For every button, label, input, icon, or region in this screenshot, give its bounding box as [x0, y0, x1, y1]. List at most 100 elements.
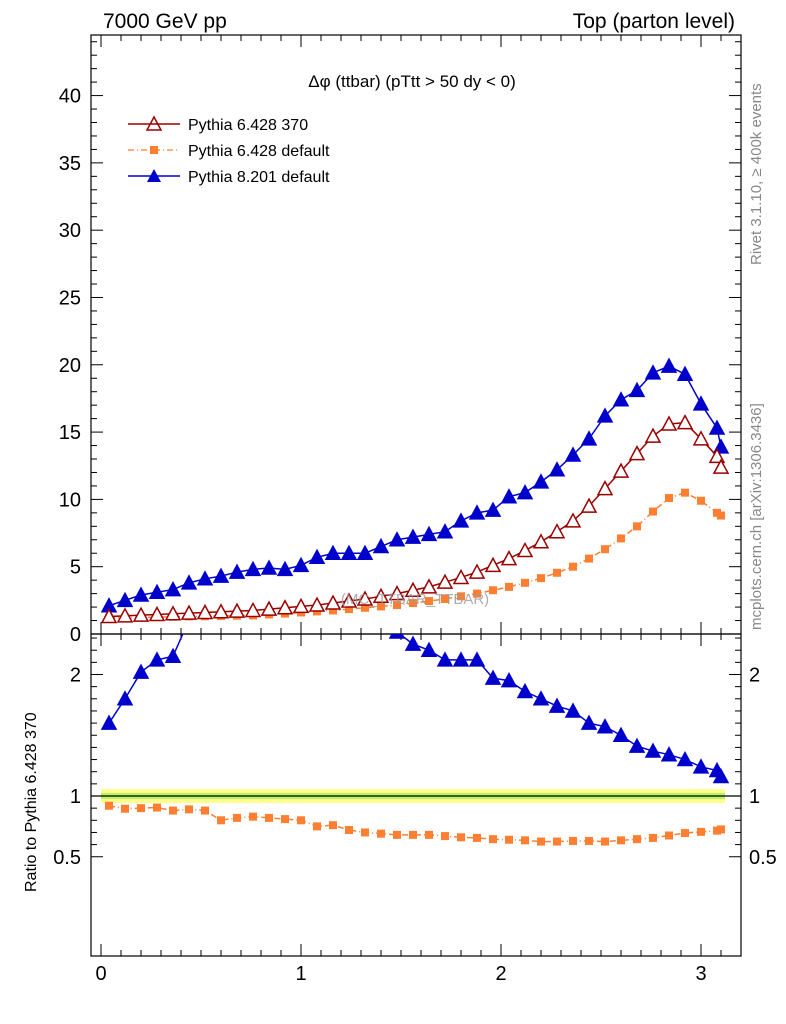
main-point-pythia-8-201-default [580, 430, 598, 446]
ratio-point-pythia-8-201-default [596, 718, 614, 734]
ratio-point-pythia-8-201-default [468, 651, 486, 667]
ratio-point-pythia-8-201-default [660, 746, 678, 762]
main-point-pythia-6-428-370 [548, 523, 566, 539]
ratio-y-label: Ratio to Pythia 6.428 370 [23, 712, 40, 892]
mcplots-label: mcplots.cern.ch [arXiv:1306.3436] [748, 403, 765, 630]
ratio-y-tick-label: 1 [70, 786, 81, 808]
energy-label: 7000 GeV pp [103, 10, 227, 33]
main-point-pythia-6-428-370 [564, 512, 582, 528]
ratio-point-pythia-6-428-default [665, 831, 673, 840]
main-point-pythia-8-201-default [708, 419, 726, 435]
main-point-pythia-6-428-370 [660, 415, 678, 431]
main-point-pythia-8-201-default [132, 586, 150, 602]
main-point-pythia-6-428-370 [628, 445, 646, 461]
main-point-pythia-6-428-370 [164, 605, 182, 621]
main-data-layer [100, 357, 730, 624]
main-point-pythia-8-201-default [164, 580, 182, 597]
x-tick-label: 3 [695, 963, 706, 985]
main-point-pythia-6-428-370 [500, 550, 518, 566]
ratio-y-tick-label-right: 0.5 [749, 847, 777, 869]
main-point-pythia-6-428-370 [452, 568, 470, 585]
main-point-pythia-6-428-370 [116, 607, 134, 623]
ratio-series-pythia-8-201-default [100, 634, 730, 784]
ratio-point-pythia-8-201-default [148, 651, 166, 667]
main-point-pythia-8-201-default [244, 560, 262, 577]
ratio-point-pythia-8-201-default [452, 651, 470, 667]
ratio-point-pythia-8-201-default [712, 767, 730, 784]
ratio-point-pythia-8-201-default [532, 690, 550, 706]
legend-entry-pythia-8201-default: Pythia 8.201 default [128, 169, 330, 186]
ratio-point-pythia-6-428-default [345, 826, 353, 835]
y-tick-label: 35 [59, 153, 81, 175]
ratio-point-pythia-6-428-default [217, 816, 225, 825]
y-tick-label: 25 [59, 287, 81, 309]
main-point-pythia-6-428-default [633, 522, 641, 531]
ratio-point-pythia-6-428-default [425, 830, 433, 839]
y-tick-label: 30 [59, 220, 81, 242]
ratio-point-pythia-6-428-default [505, 835, 513, 844]
ratio-panel: 0.5 0.5 1 1 2 2 0 1 2 3 [53, 633, 777, 985]
main-point-pythia-6-428-370 [356, 590, 374, 606]
main-line-pythia-6-428-default [108, 491, 722, 619]
main-point-pythia-6-428-370 [532, 533, 550, 549]
main-point-pythia-6-428-370 [712, 458, 730, 474]
ratio-point-pythia-6-428-default [169, 806, 177, 815]
ratio-point-pythia-6-428-default [297, 816, 305, 825]
ratio-point-pythia-6-428-default [137, 804, 145, 813]
ratio-point-pythia-8-201-default [388, 634, 406, 639]
ratio-point-pythia-6-428-default [585, 836, 593, 845]
main-point-pythia-8-201-default [116, 591, 134, 608]
ratio-point-pythia-6-428-default [201, 806, 209, 815]
main-point-pythia-6-428-default [601, 545, 609, 554]
ratio-line-pythia-6-428-default [108, 804, 722, 843]
ratio-point-pythia-8-201-default [404, 635, 422, 651]
main-point-pythia-8-201-default [660, 357, 678, 373]
main-line-pythia-6-428-370 [108, 421, 722, 618]
main-point-pythia-6-428-default [473, 589, 481, 598]
main-point-pythia-8-201-default [452, 512, 470, 528]
ratio-point-pythia-6-428-default [649, 833, 657, 842]
ratio-point-pythia-8-201-default [500, 671, 518, 688]
x-tick-label: 0 [95, 963, 106, 985]
main-point-pythia-8-201-default [516, 484, 534, 500]
ratio-point-pythia-6-428-default [393, 830, 401, 839]
main-point-pythia-8-201-default [596, 407, 614, 423]
ratio-y-tick-label: 2 [70, 665, 81, 687]
main-point-pythia-6-428-default [553, 568, 561, 577]
y-tick-label: 40 [59, 86, 81, 108]
ratio-point-pythia-8-201-default [676, 750, 694, 767]
y-tick-label: 20 [59, 355, 81, 377]
main-point-pythia-6-428-default [521, 578, 529, 587]
legend-marker-pythia-8201-default [147, 169, 161, 182]
ratio-y-tick-label-right: 1 [749, 786, 760, 808]
main-point-pythia-6-428-default [649, 507, 657, 516]
ratio-y-tick-label: 0.5 [53, 847, 81, 869]
main-point-pythia-6-428-370 [484, 556, 502, 573]
main-point-pythia-8-201-default [676, 365, 694, 381]
ratio-point-pythia-6-428-default [233, 813, 241, 822]
main-line-pythia-8-201-default [108, 365, 722, 607]
main-point-pythia-6-428-370 [612, 462, 630, 478]
main-point-pythia-6-428-370 [436, 573, 454, 589]
ratio-point-pythia-6-428-default [601, 837, 609, 846]
main-point-pythia-8-201-default [548, 461, 566, 477]
main-point-pythia-6-428-default [585, 554, 593, 563]
legend-entry-pythia-6428-370: Pythia 6.428 370 [128, 115, 308, 134]
main-point-pythia-6-428-370 [308, 596, 326, 612]
main-point-pythia-8-201-default [612, 391, 630, 407]
main-point-pythia-6-428-370 [708, 447, 726, 464]
legend-label-pythia-6428-default: Pythia 6.428 default [188, 143, 330, 160]
main-point-pythia-8-201-default [532, 473, 550, 489]
main-point-pythia-6-428-default [441, 595, 449, 604]
ratio-point-pythia-8-201-default [484, 669, 502, 685]
ratio-line-pythia-8-201-default [108, 634, 722, 777]
main-point-pythia-8-201-default [692, 395, 710, 411]
main-point-pythia-6-428-370 [692, 430, 710, 446]
legend-marker-pythia-6428-default [150, 146, 158, 154]
ratio-frame [90, 633, 742, 957]
ratio-point-pythia-6-428-default [265, 813, 273, 822]
main-point-pythia-6-428-370 [100, 607, 118, 624]
ratio-point-pythia-8-201-default [564, 702, 582, 718]
main-point-pythia-8-201-default [468, 504, 486, 520]
main-point-pythia-8-201-default [372, 537, 390, 554]
